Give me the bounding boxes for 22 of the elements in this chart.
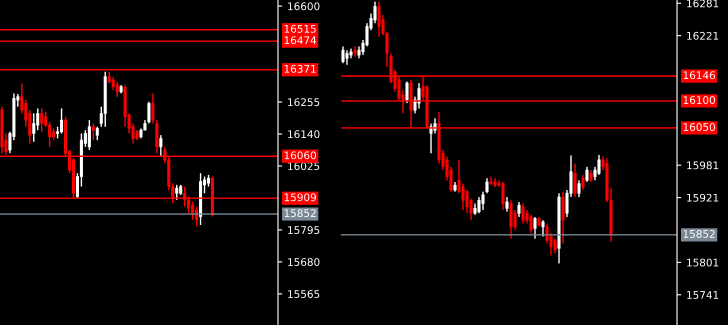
y-tick-label: 16025: [288, 162, 320, 170]
ref-line-label: 16474: [284, 36, 316, 44]
y-tick-label: 15795: [288, 226, 320, 234]
ref-line-label: 16050: [684, 123, 715, 131]
ref-line-label: 16515: [284, 24, 316, 33]
y-tick-label: 15981: [687, 161, 718, 170]
ref-line-label: 15909: [284, 193, 316, 202]
y-tick-label: 15741: [687, 291, 718, 299]
ref-line-label: 16371: [284, 64, 316, 73]
y-tick-label: 15680: [288, 258, 320, 266]
y-tick-label: 15565: [288, 290, 320, 298]
ref-line-label: 16060: [284, 151, 316, 160]
y-tick-label: 15921: [687, 194, 718, 202]
ref-line-label: 16146: [684, 71, 716, 80]
y-tick-label: 16600: [288, 2, 320, 10]
ref-line-label: 15852: [684, 230, 715, 238]
ref-line-label: 15852: [284, 209, 316, 218]
y-tick-label: 16255: [288, 98, 320, 106]
y-tick-label: 15801: [687, 258, 718, 266]
ref-line-label: 16100: [684, 96, 715, 104]
y-tick-label: 16221: [687, 32, 718, 40]
y-tick-label: 16140: [288, 130, 320, 138]
